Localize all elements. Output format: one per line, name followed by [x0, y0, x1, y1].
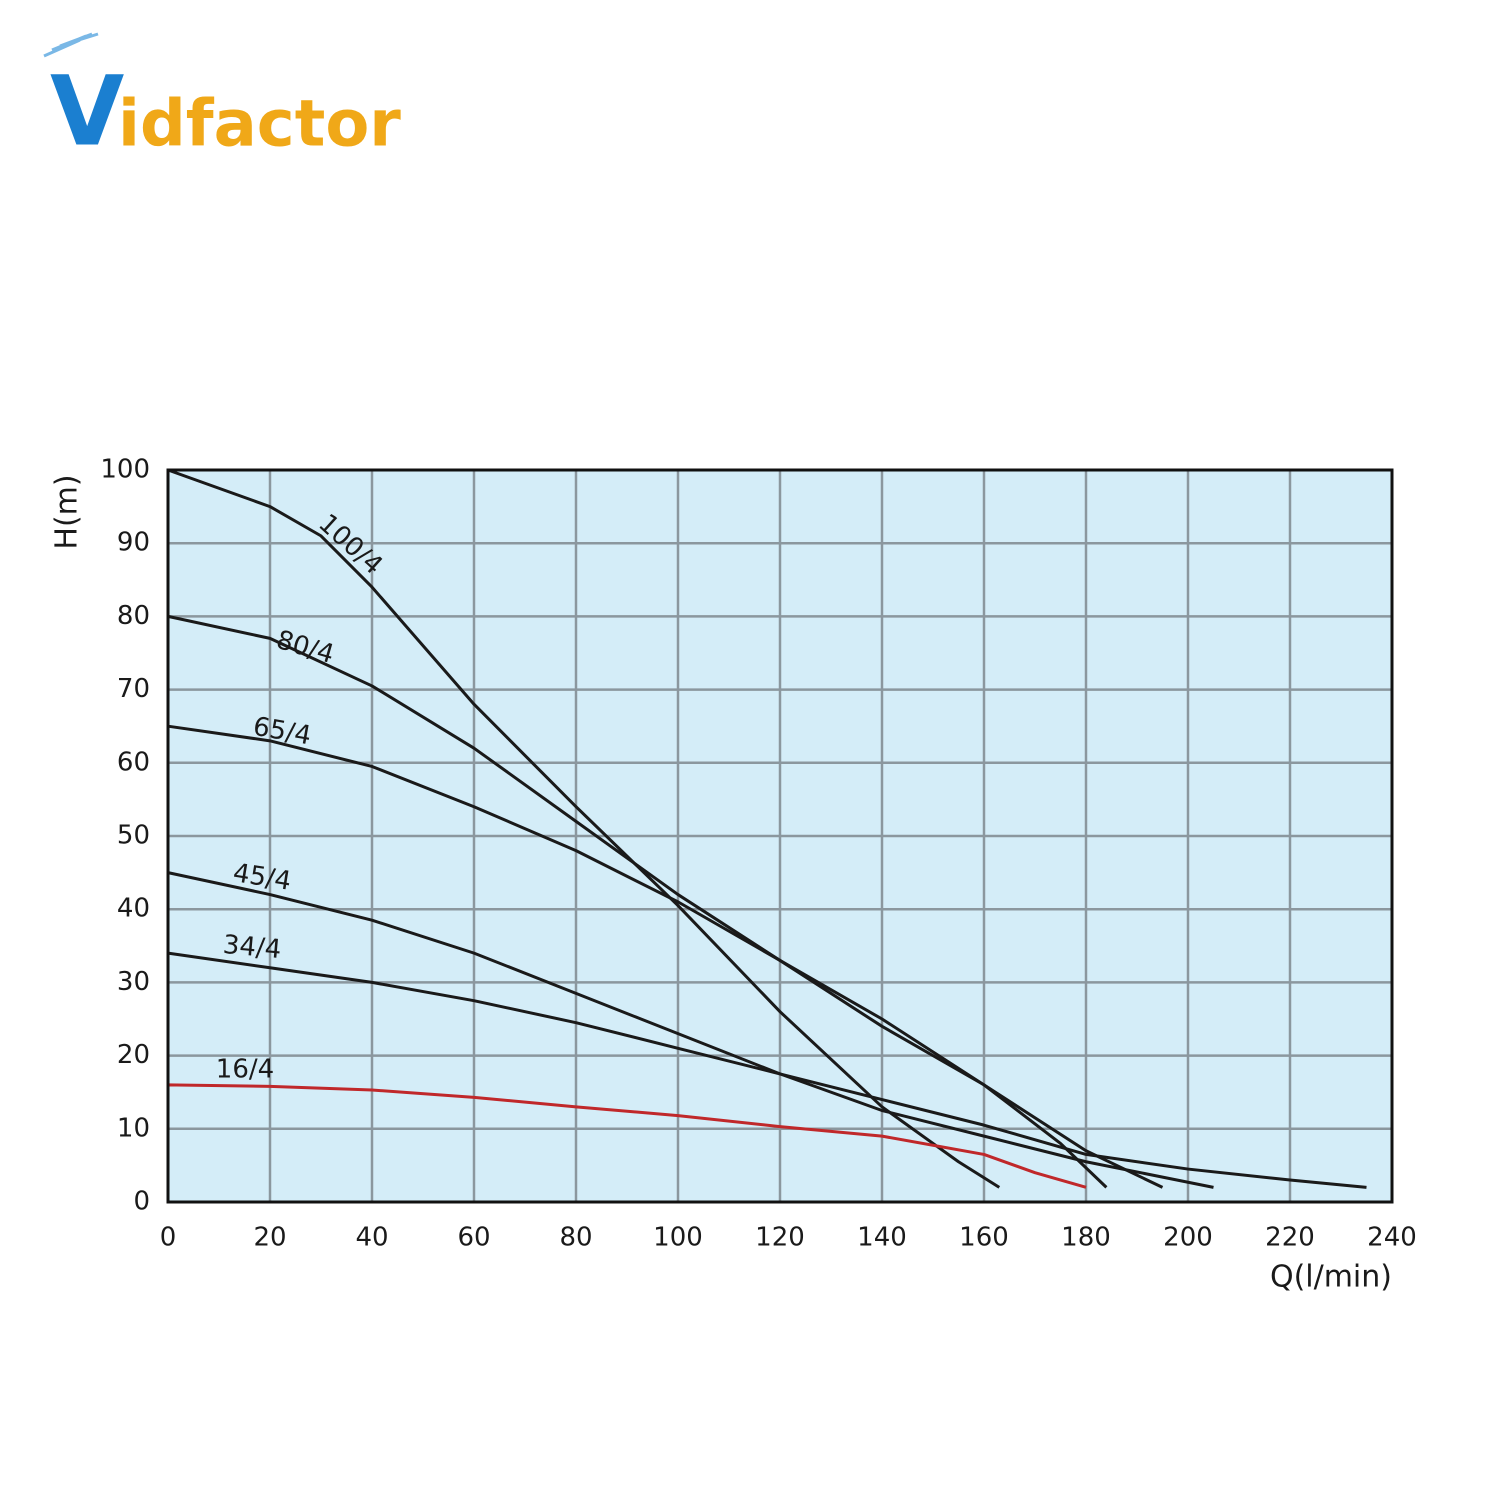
y-tick-label: 80 — [117, 601, 150, 631]
plot-frame — [166, 468, 1394, 1204]
x-tick-label: 160 — [959, 1223, 1009, 1253]
x-tick-label: 40 — [355, 1223, 388, 1253]
pump-curve — [167, 614, 1108, 1189]
curve-label: 16/4 — [216, 1055, 274, 1085]
pump-curve — [167, 724, 1164, 1189]
y-tick-label: 40 — [117, 894, 150, 924]
y-axis-label: H(m) — [50, 474, 85, 549]
curve-label: 34/4 — [222, 930, 283, 965]
y-tick-label: 20 — [117, 1040, 150, 1070]
x-tick-label: 240 — [1367, 1223, 1417, 1253]
y-tick-label: 10 — [117, 1113, 150, 1143]
logo-text: idfactor — [118, 88, 401, 162]
x-tick-label: 120 — [755, 1223, 805, 1253]
x-tick-label: 200 — [1163, 1223, 1213, 1253]
pump-curve — [167, 468, 1001, 1189]
logo-rays — [43, 32, 99, 58]
x-axis-label: Q(l/min) — [1270, 1260, 1392, 1295]
x-tick-label: 60 — [457, 1223, 490, 1253]
y-tick-label: 0 — [133, 1187, 150, 1217]
y-tick-label: 70 — [117, 674, 150, 704]
y-tick-label: 100 — [100, 455, 150, 485]
y-tick-label: 30 — [117, 967, 150, 997]
y-tick-label: 90 — [117, 528, 150, 558]
x-tick-label: 100 — [653, 1223, 703, 1253]
x-tick-label: 20 — [253, 1223, 286, 1253]
x-tick-label: 140 — [857, 1223, 907, 1253]
y-tick-label: 50 — [117, 821, 150, 851]
logo-initial: V — [50, 55, 124, 167]
x-tick-label: 80 — [559, 1223, 592, 1253]
x-tick-label: 180 — [1061, 1223, 1111, 1253]
logo: V idfactor — [43, 32, 401, 167]
x-tick-label: 0 — [160, 1223, 177, 1253]
y-tick-label: 60 — [117, 747, 150, 777]
pump-curve — [167, 871, 1214, 1189]
pump-curve — [166, 1083, 1087, 1202]
x-tick-label: 220 — [1265, 1223, 1315, 1253]
pump-curve — [167, 951, 1367, 1189]
